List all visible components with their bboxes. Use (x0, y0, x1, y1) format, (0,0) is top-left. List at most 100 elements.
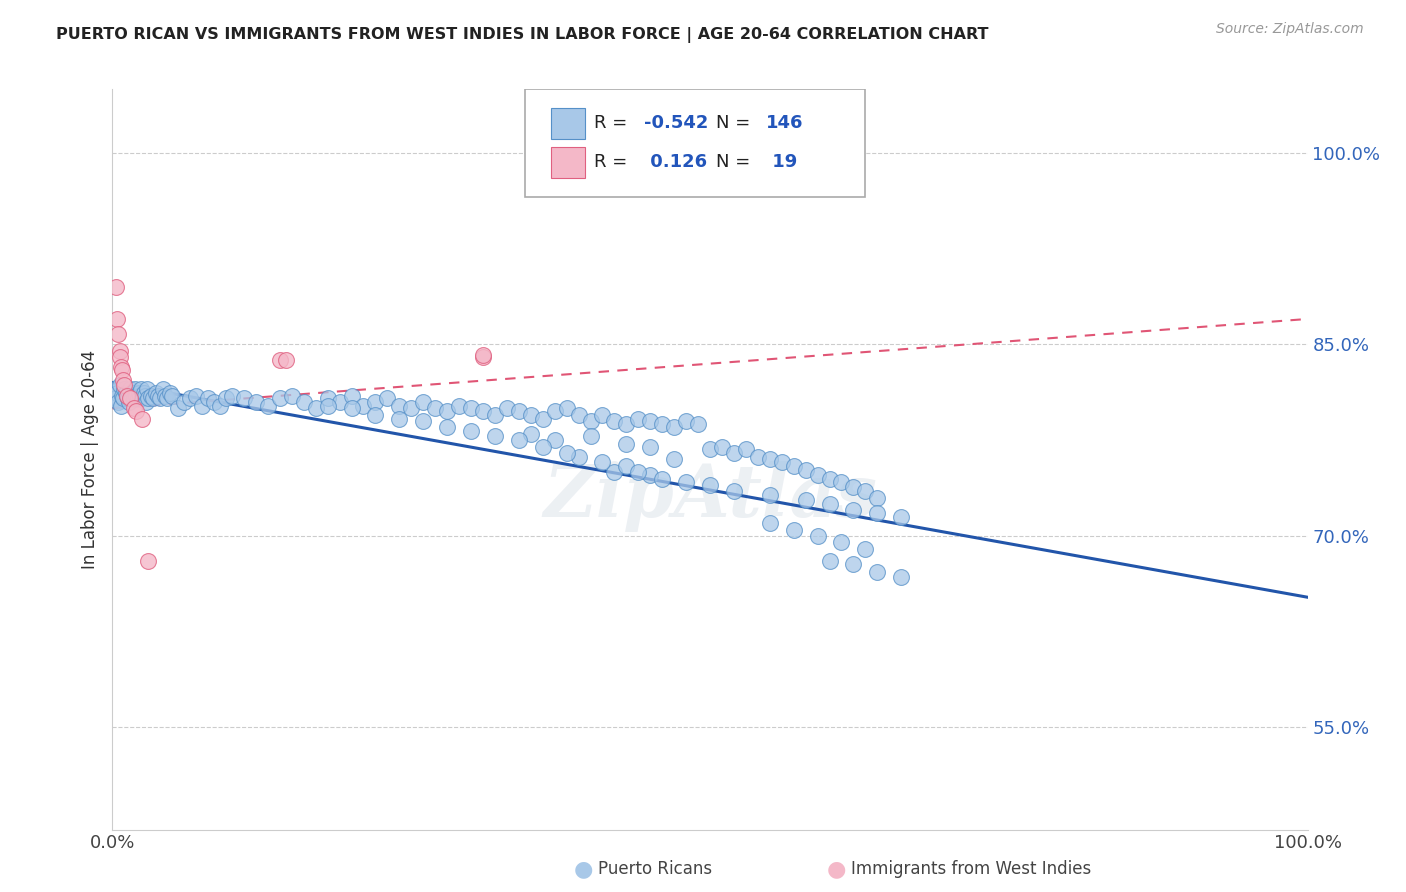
Point (842, 557, 865, 571)
Point (664, 420, 686, 434)
Point (105, 391, 128, 405)
Point (818, 554, 841, 568)
Point (711, 440, 734, 454)
Point (616, 458, 638, 473)
Point (890, 509, 912, 524)
Point (108, 343, 131, 358)
Point (112, 373, 135, 387)
Point (616, 437, 638, 451)
Point (329, 395, 352, 409)
Point (555, 446, 578, 460)
Point (855, 541, 877, 556)
Point (340, 401, 363, 416)
Text: -0.542: -0.542 (644, 114, 709, 132)
Point (281, 388, 304, 402)
Point (388, 399, 411, 413)
Point (770, 455, 793, 469)
Point (292, 395, 315, 409)
FancyBboxPatch shape (551, 147, 585, 178)
Point (627, 465, 650, 479)
Point (688, 417, 710, 431)
Point (352, 399, 374, 413)
Point (651, 417, 673, 431)
Point (412, 395, 434, 409)
Point (831, 475, 853, 490)
Point (112, 391, 135, 405)
Point (111, 363, 134, 377)
Point (735, 442, 758, 457)
Point (269, 352, 291, 367)
Point (124, 382, 146, 396)
Point (388, 411, 411, 425)
Point (807, 529, 830, 543)
Point (460, 401, 482, 416)
Point (472, 348, 495, 362)
Point (145, 386, 167, 401)
Point (136, 382, 159, 396)
Point (162, 388, 183, 402)
Point (129, 388, 152, 402)
Point (125, 404, 148, 418)
Point (543, 434, 565, 448)
Point (131, 391, 153, 405)
Point (186, 388, 208, 402)
Point (111, 388, 134, 402)
Point (129, 382, 152, 396)
Point (127, 391, 149, 405)
Point (245, 395, 267, 409)
Point (114, 378, 135, 392)
Point (831, 535, 853, 549)
Point (472, 404, 495, 418)
Point (305, 401, 328, 416)
Point (108, 351, 131, 365)
Point (156, 391, 179, 405)
Point (699, 478, 721, 492)
Text: PUERTO RICAN VS IMMIGRANTS FROM WEST INDIES IN LABOR FORCE | AGE 20-64 CORRELATI: PUERTO RICAN VS IMMIGRANTS FROM WEST IND… (56, 27, 988, 43)
Point (152, 382, 174, 396)
Point (723, 484, 745, 499)
Point (121, 386, 143, 401)
Point (110, 399, 132, 413)
Point (122, 401, 145, 416)
Point (128, 386, 150, 401)
Point (723, 446, 745, 460)
Point (134, 388, 156, 402)
Point (233, 391, 256, 405)
Point (579, 414, 602, 428)
Point (855, 484, 877, 499)
Text: ●: ● (574, 859, 593, 879)
Point (699, 442, 721, 457)
Point (531, 411, 554, 425)
Point (747, 450, 769, 464)
Point (215, 391, 238, 405)
Point (794, 462, 817, 476)
Text: 146: 146 (766, 114, 804, 132)
Text: N =: N = (716, 153, 751, 171)
Point (759, 452, 782, 467)
Point (425, 401, 447, 416)
Point (508, 434, 530, 448)
Point (890, 570, 912, 584)
Point (579, 429, 602, 443)
Point (866, 491, 889, 505)
Point (153, 388, 176, 402)
Point (269, 391, 291, 405)
Text: ZipAtlas: ZipAtlas (543, 461, 877, 532)
Point (209, 399, 232, 413)
Point (842, 503, 865, 517)
Y-axis label: In Labor Force | Age 20-64: In Labor Force | Age 20-64 (80, 350, 98, 569)
Point (138, 554, 160, 568)
Point (107, 327, 129, 342)
Point (531, 440, 554, 454)
Point (675, 475, 697, 490)
Point (340, 388, 363, 402)
Point (108, 378, 131, 392)
Point (508, 404, 530, 418)
Point (484, 408, 506, 422)
Point (616, 417, 638, 431)
Point (759, 488, 782, 502)
Text: R =: R = (595, 114, 627, 132)
Point (603, 465, 626, 479)
Text: Puerto Ricans: Puerto Ricans (598, 860, 711, 878)
Point (640, 467, 662, 482)
